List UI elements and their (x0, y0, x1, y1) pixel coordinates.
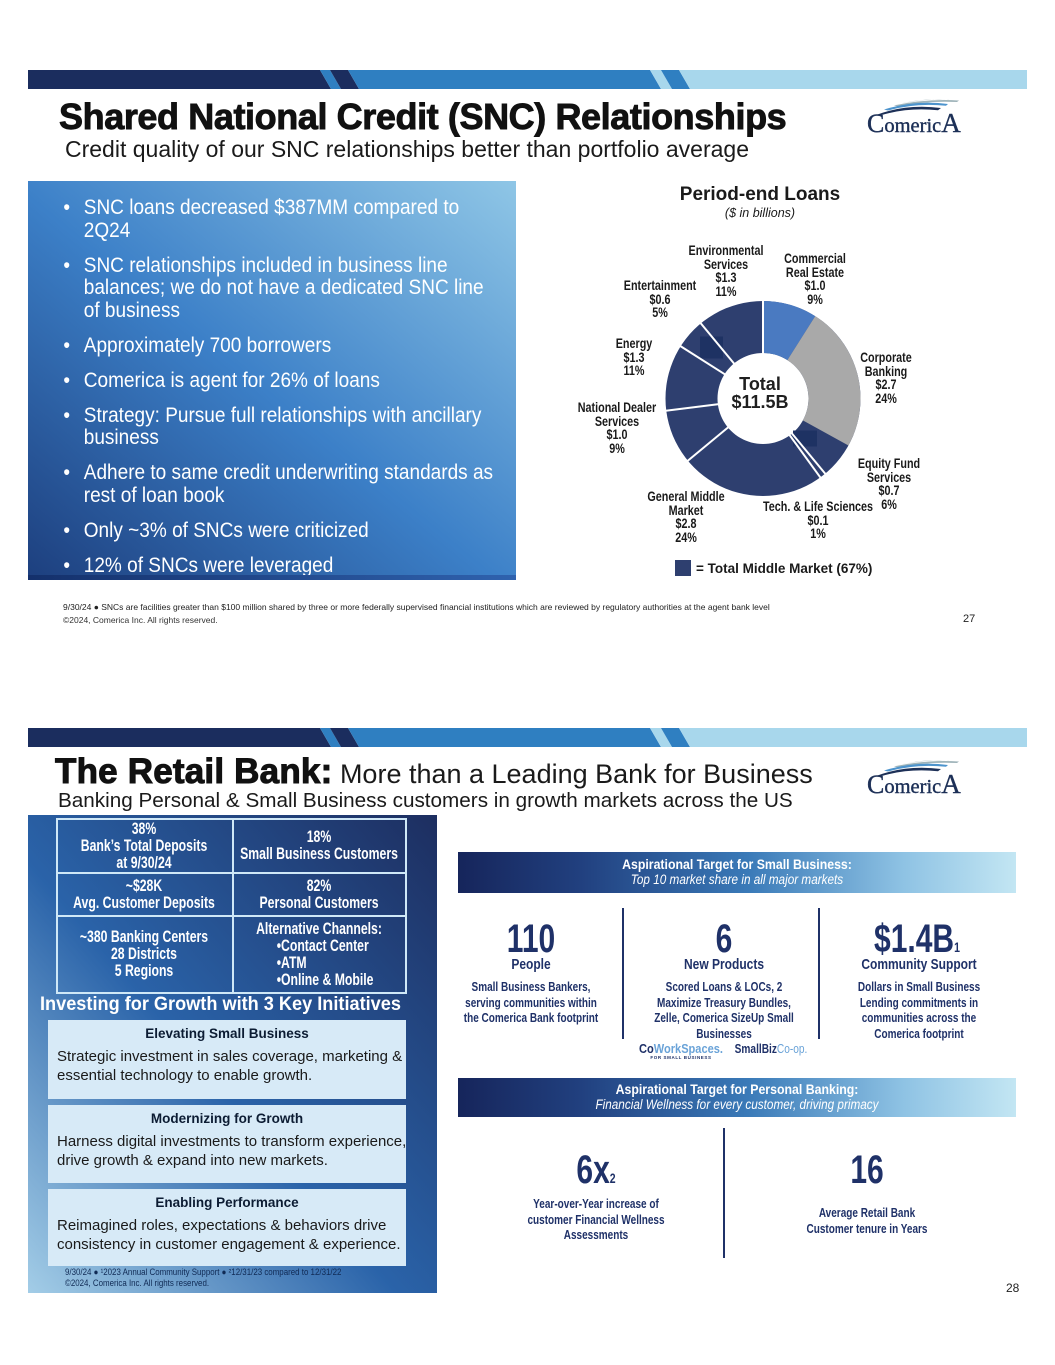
svg-text:ComericA: ComericA (867, 769, 961, 799)
svg-text:ComericA: ComericA (867, 108, 961, 138)
